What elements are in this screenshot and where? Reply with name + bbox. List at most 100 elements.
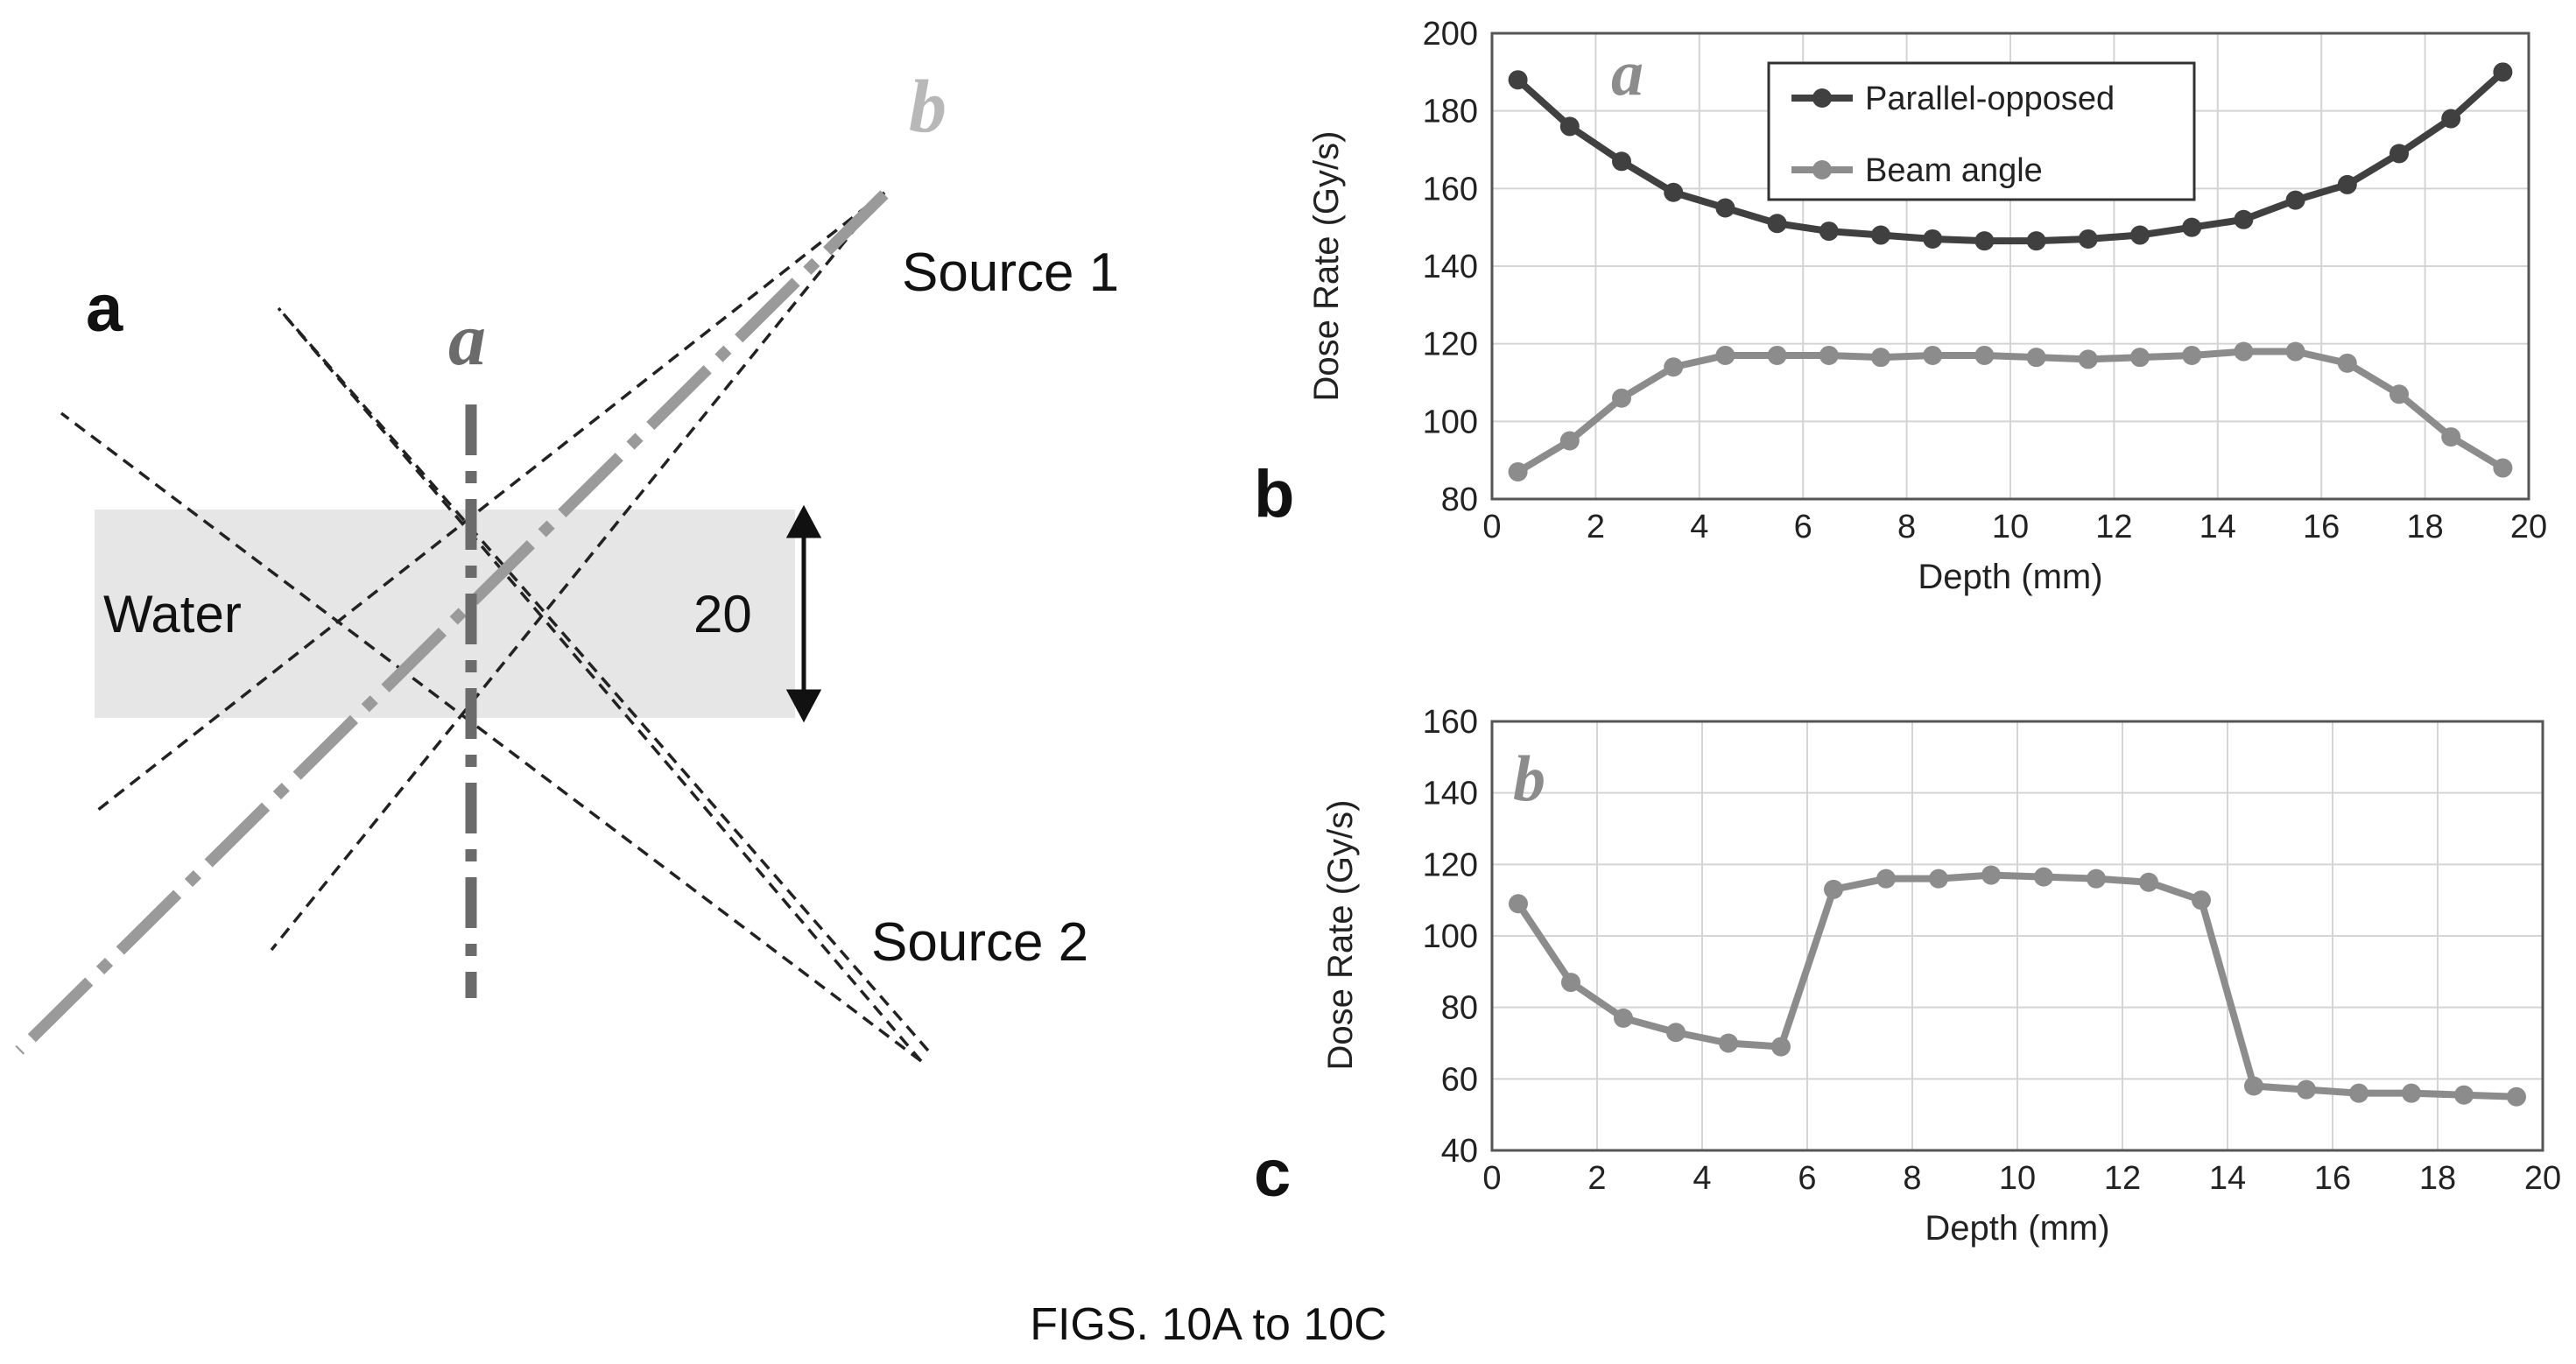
x-tick-label: 2 (1587, 509, 1605, 545)
data-point (2182, 217, 2202, 237)
y-tick-label: 60 (1441, 1061, 1478, 1098)
data-point (1767, 214, 1787, 234)
line-b-label: b (909, 64, 947, 148)
data-point (2285, 190, 2305, 210)
data-point (1612, 151, 1631, 172)
data-point (1767, 345, 1787, 365)
panel-label-c: c (1254, 1136, 1291, 1211)
x-tick-label: 18 (2419, 1160, 2456, 1197)
y-tick-label: 180 (1423, 94, 1478, 130)
chart-b-xlabel: Depth (mm) (1918, 558, 2102, 596)
y-tick-label: 80 (1441, 990, 1478, 1027)
x-tick-label: 0 (1482, 509, 1501, 545)
panel-label-a: a (86, 271, 123, 346)
data-point (1559, 431, 1580, 451)
data-point (2026, 231, 2046, 251)
data-point (2337, 353, 2357, 373)
x-tick-label: 6 (1798, 1160, 1816, 1197)
x-tick-label: 8 (1897, 509, 1916, 545)
chart-b-ylabel: Dose Rate (Gy/s) (1307, 131, 1346, 402)
chart-c-ylabel: Dose Rate (Gy/s) (1321, 800, 1360, 1071)
data-point (1664, 357, 1684, 377)
data-point (2034, 867, 2053, 887)
data-point (1974, 345, 1995, 365)
x-tick-label: 16 (2303, 509, 2340, 545)
data-point (1819, 221, 1839, 242)
data-point (2493, 458, 2513, 478)
data-point (1923, 345, 1943, 365)
source1-beam (96, 191, 886, 952)
data-point (2389, 384, 2409, 404)
x-tick-label: 12 (2095, 509, 2132, 545)
y-tick-label: 100 (1423, 918, 1478, 955)
data-point (2078, 349, 2098, 369)
data-point (2454, 1085, 2474, 1105)
data-point (2285, 341, 2305, 362)
data-point (2087, 868, 2106, 889)
source2-beam (60, 306, 930, 1063)
y-tick-label: 140 (1423, 249, 1478, 285)
thickness-arrow (785, 504, 822, 723)
chart-b-series (1508, 62, 2513, 482)
data-point (1871, 225, 1890, 245)
data-point (2441, 427, 2461, 447)
y-tick-label: 40 (1441, 1133, 1478, 1170)
chart-b-plot-border (1490, 32, 2530, 501)
line-a-label: a (448, 297, 486, 381)
data-point (1771, 1037, 1791, 1057)
y-tick-label: 140 (1423, 776, 1478, 812)
y-tick-label: 80 (1441, 482, 1478, 518)
data-point (1559, 116, 1580, 137)
data-point (1981, 865, 2001, 885)
data-point (1871, 348, 1890, 368)
x-tick-label: 18 (2406, 509, 2443, 545)
data-point (1974, 231, 1995, 251)
data-point (1614, 1008, 1633, 1028)
data-point (1715, 345, 1735, 365)
data-point (1508, 70, 1528, 90)
x-tick-label: 0 (1482, 1160, 1501, 1197)
beam-geometry-diagram: a Water 20 Source 1 Source 2 a b (15, 64, 1119, 1063)
x-tick-label: 4 (1693, 1160, 1711, 1197)
chart-b-legend: Parallel-opposed Beam angle (1767, 61, 2196, 201)
data-point (2297, 1079, 2316, 1100)
x-tick-label: 8 (1903, 1160, 1921, 1197)
data-point (1509, 894, 1528, 914)
water-label: Water (103, 585, 242, 643)
data-point (1719, 1033, 1738, 1053)
x-tick-label: 16 (2314, 1160, 2351, 1197)
line-b-path (15, 190, 889, 1055)
data-point (1824, 879, 1843, 899)
data-point (2337, 174, 2357, 194)
chart-c-y-ticks: 40 60 80 100 120 140 160 (1423, 704, 1478, 1170)
data-point (2349, 1083, 2368, 1103)
legend-swatch-marker (1812, 88, 1832, 108)
y-tick-label: 120 (1423, 847, 1478, 883)
legend-label: Parallel-opposed (1865, 81, 2115, 117)
data-point (2402, 1083, 2421, 1103)
dose-rate-chart-b: 0 2 4 6 8 10 12 14 16 18 20 80 100 120 140 160 180 200 P… (1254, 16, 2547, 596)
data-point (1715, 198, 1735, 218)
y-tick-label: 160 (1423, 171, 1478, 207)
chart-c-inset-label: b (1513, 743, 1545, 815)
data-point (2493, 62, 2513, 82)
data-point (1664, 182, 1684, 202)
data-point (2234, 209, 2254, 229)
data-point (1923, 229, 1943, 249)
data-point (1508, 461, 1528, 482)
x-tick-label: 4 (1690, 509, 1708, 545)
x-tick-label: 10 (1992, 509, 2029, 545)
chart-c-x-ticks: 0 2 4 6 8 10 12 14 16 18 20 (1482, 1160, 2561, 1197)
data-point (1612, 388, 1631, 408)
legend-box (1767, 61, 2196, 201)
data-point (2130, 348, 2150, 368)
chart-c-grid (1491, 721, 2544, 1151)
data-point (2507, 1086, 2526, 1107)
x-tick-label: 10 (1999, 1160, 2036, 1197)
data-point (2182, 345, 2202, 365)
chart-c-xlabel: Depth (mm) (1925, 1209, 2109, 1248)
dose-rate-chart-c: 0 2 4 6 8 10 12 14 16 18 20 40 60 80 100 120 140 160 b D… (1254, 704, 2561, 1248)
source2-label: Source 2 (871, 912, 1088, 973)
data-point (1561, 973, 1580, 993)
